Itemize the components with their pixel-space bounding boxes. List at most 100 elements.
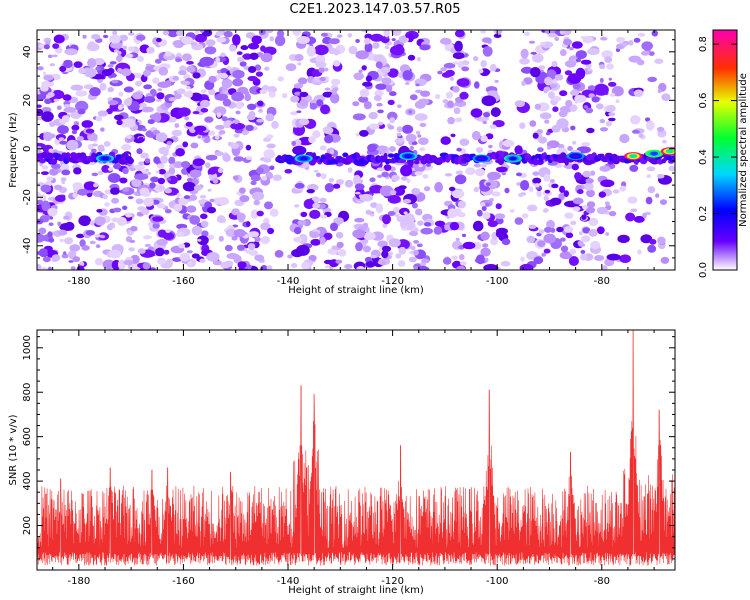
spectrogram-cell: [434, 181, 443, 193]
spectrogram-cell: [426, 163, 431, 167]
spectrogram-cell: [168, 167, 176, 175]
spectrogram-cell: [408, 256, 417, 263]
spectrogram-cell: [91, 34, 101, 40]
spectrogram-cell: [294, 227, 302, 235]
spectrogram-cell: [437, 70, 443, 75]
spectrogram-cell: [631, 129, 640, 134]
spectrogram-cell: [91, 143, 98, 147]
spectrogram-cell: [158, 186, 165, 190]
spectrogram-cell: [190, 142, 199, 149]
spectrogram-cell: [402, 198, 412, 204]
spectrogram-cell: [375, 203, 384, 214]
spectrogram-cell: [41, 171, 49, 176]
spectrogram-cell: [459, 261, 467, 266]
spectrogram-cell: [121, 144, 132, 151]
spectrogram-cell: [551, 60, 558, 68]
spectrogram-cell: [157, 88, 163, 92]
x-tick-label: -140: [277, 276, 300, 287]
spectrogram-cell: [641, 50, 650, 56]
spectrogram-cell: [440, 37, 452, 45]
spectrogram-cell: [37, 108, 44, 117]
spectrogram-cell: [63, 59, 73, 66]
spectrogram-cell: [459, 254, 465, 261]
spectrogram-cell: [144, 158, 151, 164]
spectrogram-cell: [49, 63, 56, 67]
spectrogram-cell: [164, 51, 172, 57]
spectrogram-cell: [473, 56, 479, 62]
spectrogram-cell: [451, 255, 458, 260]
spectrogram-band-cell: [45, 152, 54, 160]
spectrogram-cell: [394, 138, 404, 144]
spectrogram-cell: [572, 197, 584, 205]
spectrogram-cell: [300, 211, 308, 218]
colorbar-tick-label: 0.4: [698, 149, 709, 165]
spectrogram-cell: [265, 113, 275, 122]
spectrogram-cell: [381, 250, 389, 259]
spectrogram-cell: [559, 90, 568, 97]
spectrogram-cell: [284, 169, 293, 174]
spectrogram-cell: [657, 89, 662, 94]
spectrogram-cell: [231, 208, 240, 216]
spectrogram-cell: [306, 189, 315, 194]
spectrogram-cell: [646, 174, 651, 179]
spectrogram-cell: [413, 249, 419, 256]
spectrogram-cell: [256, 167, 264, 175]
spectrogram-cell: [550, 227, 556, 233]
spectrogram-cell: [54, 184, 63, 191]
spectrogram-cell: [166, 144, 171, 150]
spectrogram-cell: [176, 88, 186, 95]
spectrogram-cell: [224, 244, 233, 252]
spectrogram-cell: [482, 120, 487, 125]
spectrogram-cell: [475, 147, 484, 153]
spectrogram-cell: [411, 187, 421, 195]
spectrogram-cell: [101, 164, 111, 173]
spectrogram-cell: [309, 209, 321, 219]
spectrogram-cell: [569, 90, 580, 96]
spectrogram-cell: [257, 100, 264, 107]
spectrogram-cell: [571, 163, 579, 171]
snr-series-line: [37, 330, 675, 566]
spectrogram-cell: [251, 35, 262, 45]
spectrogram-cell: [608, 112, 616, 117]
spectrogram-cell: [215, 124, 225, 130]
spectrogram-cell: [38, 227, 47, 235]
spectrogram-cell: [642, 212, 647, 218]
spectrogram-cell: [287, 254, 293, 259]
spectrogram-cell: [237, 261, 247, 269]
spectrogram-cell: [487, 90, 499, 97]
spectrogram-cell: [290, 111, 298, 116]
spectrogram-cell: [365, 75, 372, 82]
spectrogram-cell: [544, 119, 550, 124]
spectrogram-cell: [440, 136, 451, 145]
spectrogram-cell: [221, 85, 228, 91]
spectrogram-cell: [409, 94, 418, 101]
colorbar-tick-label: 0.8: [698, 36, 709, 52]
spectrogram-cell: [569, 47, 574, 51]
spectrogram-cell: [559, 185, 566, 193]
spectrogram-cell: [480, 247, 491, 257]
spectrogram-cell: [502, 139, 515, 147]
spectrogram-cell: [145, 168, 149, 172]
spectrogram-cell: [487, 220, 498, 228]
spectrogram-cell: [387, 99, 395, 106]
spectrogram-cell: [516, 172, 522, 177]
spectrogram-cell: [149, 182, 156, 189]
spectrogram-cell: [156, 239, 168, 246]
spectrogram-cell: [455, 237, 460, 241]
spectrogram-cell: [612, 189, 620, 194]
spectrogram-cell: [296, 110, 302, 113]
spectrogram-cell: [315, 61, 327, 68]
spectrogram-cell: [391, 30, 402, 36]
spectrogram-cell: [232, 78, 244, 87]
spectrogram-cell: [520, 256, 525, 262]
spectrogram-cell: [470, 108, 483, 118]
spectrogram-cell: [640, 234, 653, 244]
spectrogram-cell: [142, 235, 153, 240]
spectrogram-cell: [321, 32, 328, 37]
spectrogram-cell: [128, 32, 135, 36]
spectrogram-cell: [564, 212, 574, 219]
spectrogram-cell: [93, 58, 105, 66]
spectrogram-cell: [150, 176, 160, 183]
spectrogram-cell: [145, 63, 152, 67]
spectrogram-cell: [116, 216, 127, 226]
